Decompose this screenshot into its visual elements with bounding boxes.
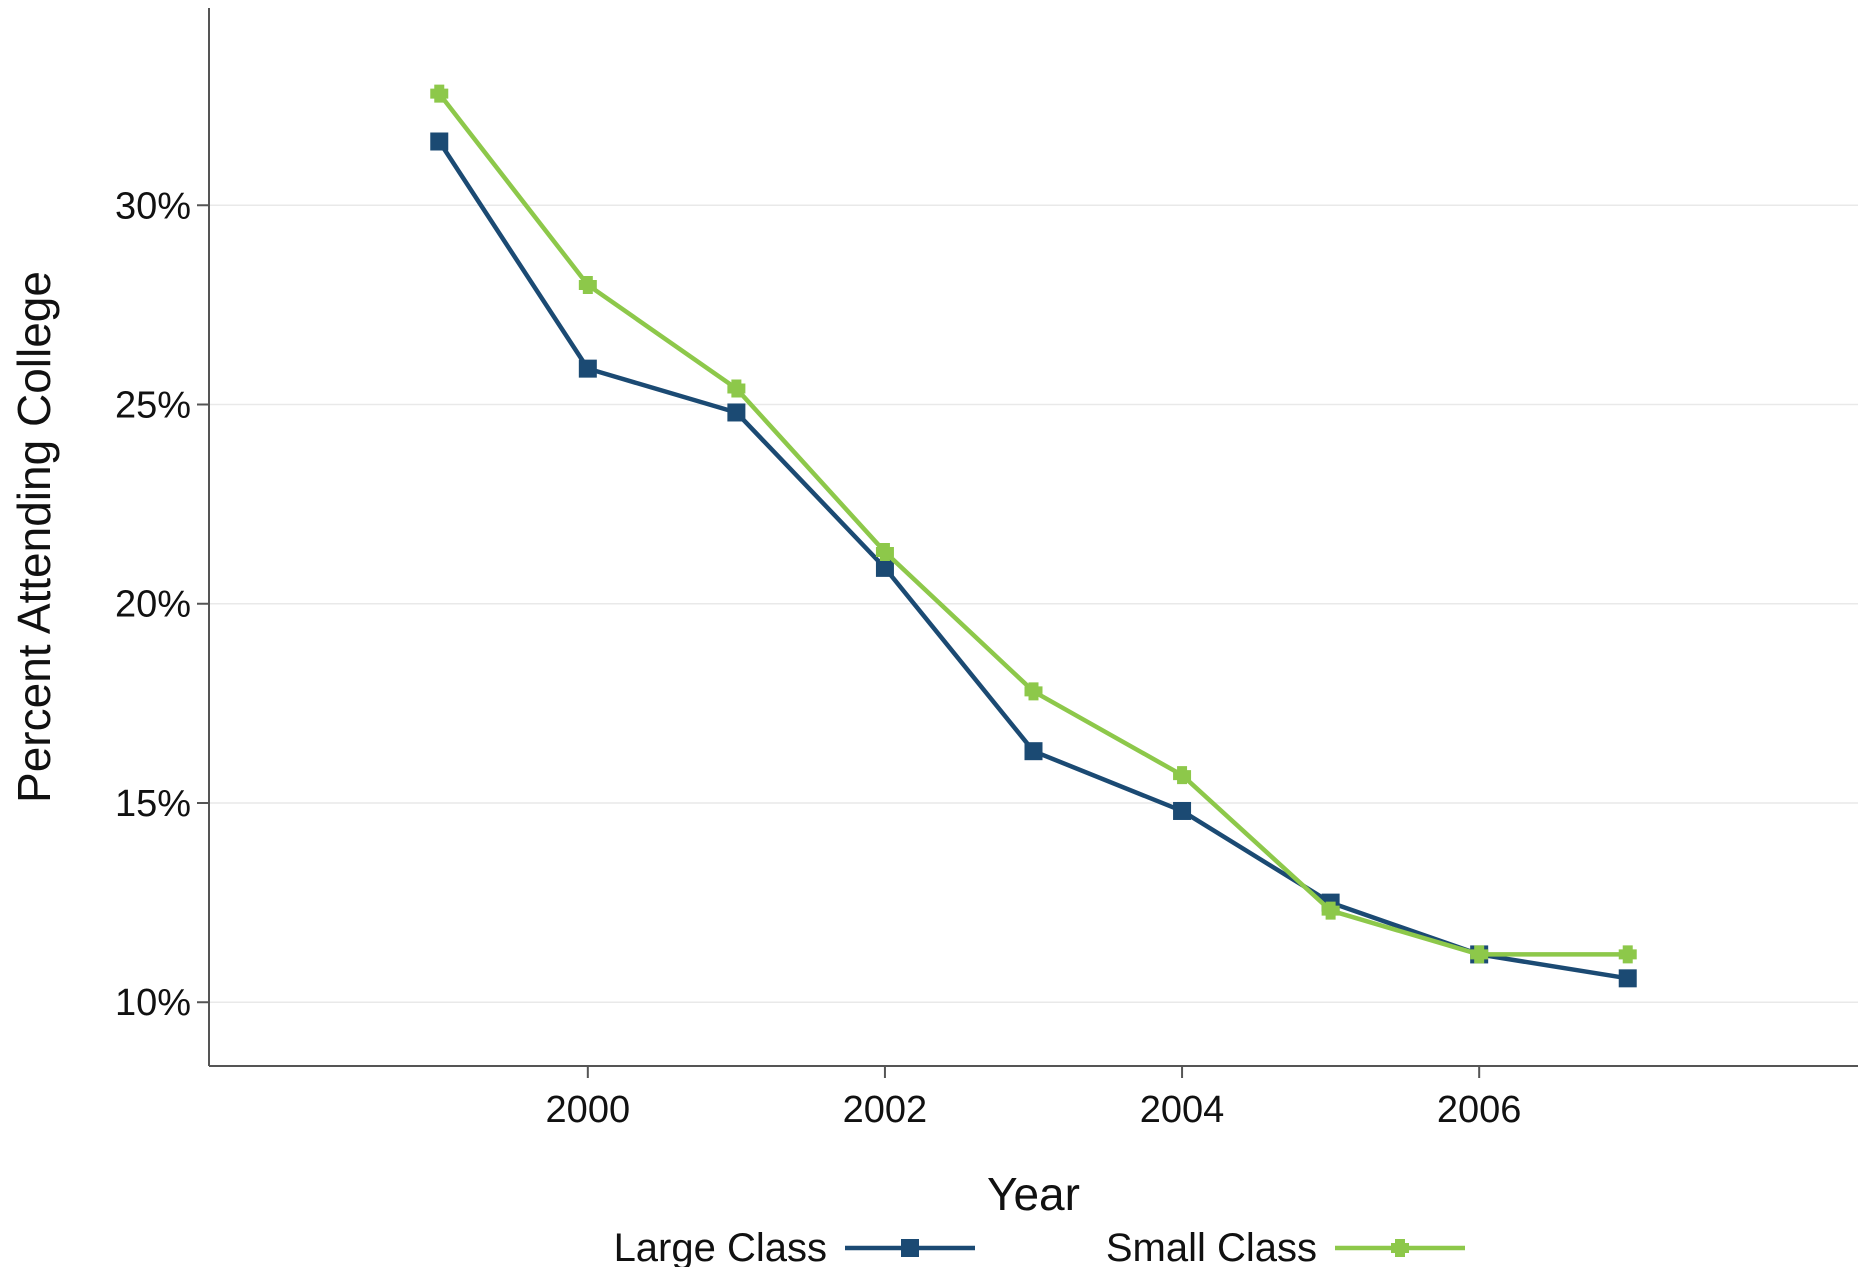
- tick-labels: 10% 15% 20% 25% 30% 2000 2002 2004 2006: [115, 185, 1522, 1131]
- data-point-small-class: [1321, 901, 1340, 920]
- data-point-small-class: [1470, 945, 1489, 964]
- legend-label-small-class: Small Class: [1106, 1226, 1317, 1267]
- data-point-large-class: [1618, 969, 1637, 988]
- data-point-large-class: [578, 359, 597, 378]
- x-tick-label: 2004: [1140, 1089, 1225, 1131]
- y-axis-title: Percent Attending College: [8, 271, 60, 803]
- data-point-large-class: [1024, 742, 1043, 761]
- grid-lines: [209, 204, 1858, 1003]
- axes: [197, 8, 1858, 1078]
- data-point-small-class: [1024, 682, 1043, 701]
- y-tick-label: 30%: [115, 185, 191, 227]
- x-tick-label: 2002: [843, 1089, 928, 1131]
- series-group: [430, 84, 1637, 988]
- legend: Large Class Small Class: [614, 1226, 1465, 1267]
- data-point-large-class: [875, 558, 894, 577]
- data-point-large-class: [1173, 801, 1192, 820]
- y-tick-label: 10%: [115, 982, 191, 1024]
- legend-swatch-marker-large-class: [901, 1239, 919, 1257]
- series-line-small-class: [437, 92, 1628, 957]
- data-point-small-class: [578, 275, 597, 294]
- data-point-large-class: [430, 132, 449, 151]
- x-tick-label: 2000: [546, 1089, 631, 1131]
- x-tick-label: 2006: [1437, 1089, 1522, 1131]
- data-point-small-class: [1173, 766, 1192, 785]
- data-point-small-class: [1618, 945, 1637, 964]
- data-point-large-class: [727, 403, 746, 422]
- y-tick-label: 25%: [115, 385, 191, 427]
- x-axis-title: Year: [987, 1168, 1080, 1220]
- data-point-small-class: [875, 542, 894, 561]
- data-point-small-class: [430, 84, 449, 103]
- legend-swatch-marker-small-class: [1391, 1239, 1409, 1257]
- legend-label-large-class: Large Class: [614, 1226, 827, 1267]
- data-point-small-class: [727, 379, 746, 398]
- series-line-large-class: [437, 140, 1629, 981]
- y-tick-label: 15%: [115, 783, 191, 825]
- y-tick-label: 20%: [115, 584, 191, 626]
